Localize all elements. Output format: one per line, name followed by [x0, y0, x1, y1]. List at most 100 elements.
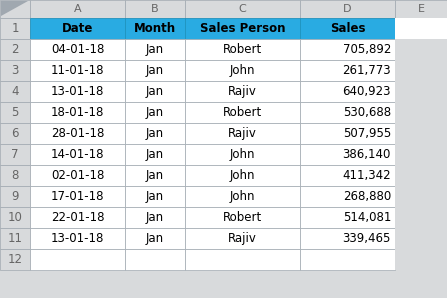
Bar	[300, 249, 395, 270]
Text: 261,773: 261,773	[342, 64, 391, 77]
Bar	[30, 0, 125, 18]
Text: D: D	[343, 4, 352, 14]
Bar	[300, 0, 395, 18]
Bar	[185, 123, 300, 144]
Text: 386,140: 386,140	[342, 148, 391, 161]
Bar	[0, 249, 30, 270]
Text: 507,955: 507,955	[343, 127, 391, 140]
Bar	[0, 186, 30, 207]
Bar	[395, 186, 447, 207]
Bar	[125, 123, 185, 144]
Text: Rajiv: Rajiv	[228, 232, 257, 245]
Text: John: John	[230, 148, 255, 161]
Text: 14-01-18: 14-01-18	[51, 148, 104, 161]
Bar	[300, 207, 395, 228]
Bar	[300, 81, 395, 102]
Bar	[30, 228, 125, 249]
Text: Sales: Sales	[330, 22, 365, 35]
Text: 1: 1	[11, 22, 19, 35]
Bar	[30, 123, 125, 144]
Text: Jan: Jan	[146, 127, 164, 140]
Text: B: B	[151, 4, 159, 14]
Bar	[395, 18, 447, 39]
Text: A: A	[74, 4, 81, 14]
Bar	[300, 60, 395, 81]
Bar	[300, 228, 395, 249]
Text: Jan: Jan	[146, 232, 164, 245]
Polygon shape	[1, 1, 28, 16]
Text: 11: 11	[8, 232, 22, 245]
Bar	[185, 207, 300, 228]
Text: Robert: Robert	[223, 211, 262, 224]
Bar	[185, 186, 300, 207]
Text: Sales Person: Sales Person	[200, 22, 285, 35]
Bar	[0, 39, 30, 60]
Text: 28-01-18: 28-01-18	[51, 127, 104, 140]
Bar	[185, 228, 300, 249]
Bar	[30, 102, 125, 123]
Bar	[395, 228, 447, 249]
Bar	[185, 60, 300, 81]
Bar	[0, 123, 30, 144]
Bar	[125, 102, 185, 123]
Bar	[30, 60, 125, 81]
Text: 339,465: 339,465	[342, 232, 391, 245]
Bar	[395, 81, 447, 102]
Bar	[0, 102, 30, 123]
Text: Jan: Jan	[146, 169, 164, 182]
Bar	[30, 18, 125, 39]
Bar	[185, 102, 300, 123]
Text: 11-01-18: 11-01-18	[51, 64, 104, 77]
Text: John: John	[230, 64, 255, 77]
Text: Robert: Robert	[223, 106, 262, 119]
Text: Jan: Jan	[146, 106, 164, 119]
Text: Rajiv: Rajiv	[228, 85, 257, 98]
Bar	[395, 60, 447, 81]
Bar	[395, 144, 447, 165]
Bar	[30, 186, 125, 207]
Bar	[125, 60, 185, 81]
Text: 8: 8	[11, 169, 19, 182]
Text: 514,081: 514,081	[342, 211, 391, 224]
Bar	[0, 165, 30, 186]
Text: 2: 2	[11, 43, 19, 56]
Bar	[185, 249, 300, 270]
Bar	[0, 0, 30, 18]
Text: 530,688: 530,688	[343, 106, 391, 119]
Text: 13-01-18: 13-01-18	[51, 232, 104, 245]
Bar	[30, 81, 125, 102]
Text: Date: Date	[62, 22, 93, 35]
Bar	[125, 18, 185, 39]
Bar	[0, 60, 30, 81]
Bar	[300, 39, 395, 60]
Bar	[185, 0, 300, 18]
Bar	[300, 144, 395, 165]
Text: Rajiv: Rajiv	[228, 127, 257, 140]
Text: Month: Month	[134, 22, 176, 35]
Text: Jan: Jan	[146, 190, 164, 203]
Text: E: E	[417, 4, 425, 14]
Bar	[125, 0, 185, 18]
Bar	[125, 186, 185, 207]
Bar	[395, 0, 447, 18]
Bar	[125, 249, 185, 270]
Text: 6: 6	[11, 127, 19, 140]
Text: C: C	[239, 4, 246, 14]
Bar	[185, 18, 300, 39]
Bar	[30, 165, 125, 186]
Bar	[185, 144, 300, 165]
Bar	[0, 207, 30, 228]
Text: Robert: Robert	[223, 43, 262, 56]
Text: Jan: Jan	[146, 64, 164, 77]
Text: Jan: Jan	[146, 148, 164, 161]
Text: 9: 9	[11, 190, 19, 203]
Bar	[395, 39, 447, 60]
Bar	[125, 81, 185, 102]
Bar	[0, 81, 30, 102]
Text: 5: 5	[11, 106, 19, 119]
Bar	[185, 39, 300, 60]
Bar	[300, 123, 395, 144]
Text: John: John	[230, 190, 255, 203]
Bar	[300, 102, 395, 123]
Bar	[395, 123, 447, 144]
